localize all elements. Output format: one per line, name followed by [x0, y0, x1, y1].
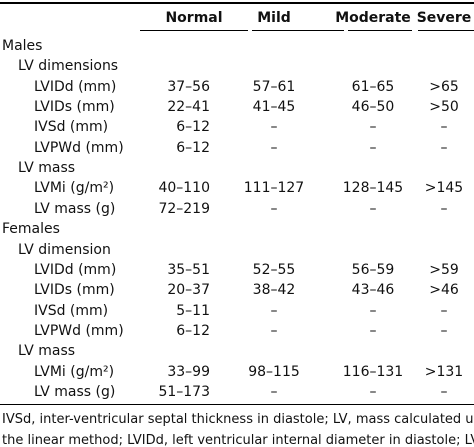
section-title: Females — [2, 221, 60, 238]
column-header: Normal — [165, 10, 223, 26]
cell: 72–219 — [158, 200, 210, 217]
cell: 56–59 — [351, 261, 395, 278]
cell: 37–56 — [167, 78, 210, 95]
cell: >145 — [424, 180, 464, 197]
column-header: Mild — [257, 10, 291, 26]
row-label: LVIDd (mm) — [34, 261, 117, 278]
bottom-rule — [0, 404, 474, 405]
section-title: Males — [2, 38, 43, 54]
row-label: LVPWd (mm) — [34, 139, 124, 156]
cell: – — [440, 139, 448, 156]
cell: – — [270, 322, 278, 339]
cell: – — [369, 139, 377, 156]
cell: – — [270, 119, 278, 136]
row-label: LV mass (g) — [34, 200, 116, 217]
row-label: LVMi (g/m²) — [34, 363, 115, 380]
group-title: LV dimension — [18, 241, 111, 258]
row-label: LVIDs (mm) — [34, 99, 115, 116]
cell: 43–46 — [351, 282, 395, 299]
cell: 57–61 — [252, 78, 296, 95]
cell: 98–115 — [248, 363, 300, 380]
cell: – — [369, 119, 377, 136]
top-rule — [0, 2, 474, 4]
cell: 116–131 — [342, 363, 404, 380]
row-label: IVSd (mm) — [34, 302, 109, 319]
cell: – — [369, 302, 377, 319]
header-underline — [140, 30, 248, 31]
cell: – — [440, 200, 448, 217]
row-label: LVMi (g/m²) — [34, 180, 115, 197]
header-underline — [418, 30, 474, 31]
column-header: Moderate — [335, 10, 411, 26]
cell: – — [270, 302, 278, 319]
cell: 35–51 — [167, 261, 210, 278]
cell: – — [440, 383, 448, 400]
row-label: IVSd (mm) — [34, 119, 109, 136]
cell: – — [369, 200, 377, 217]
cell: – — [369, 383, 377, 400]
cell: >59 — [429, 261, 459, 278]
footnote: the linear method; LVIDd, left ventricul… — [2, 433, 474, 447]
cell: 61–65 — [351, 78, 395, 95]
cell: >131 — [424, 363, 464, 380]
cell: 20–37 — [167, 282, 210, 299]
cell: >65 — [429, 78, 459, 95]
cell: 52–55 — [252, 261, 296, 278]
row-label: LV mass (g) — [34, 383, 116, 400]
row-label: LVPWd (mm) — [34, 322, 124, 339]
cell: – — [440, 119, 448, 136]
cell: 46–50 — [351, 99, 395, 116]
header-underline — [348, 30, 412, 31]
cell: – — [270, 200, 278, 217]
cell: 38–42 — [252, 282, 296, 299]
cell: – — [440, 322, 448, 339]
group-title: LV mass — [18, 343, 76, 360]
cell: 41–45 — [252, 99, 296, 116]
cell: 40–110 — [158, 180, 210, 197]
header-underline — [252, 30, 344, 31]
cell: >46 — [429, 282, 459, 299]
cell: 5–11 — [176, 302, 210, 319]
cell: 33–99 — [167, 363, 210, 380]
cell: – — [270, 139, 278, 156]
cell: 111–127 — [243, 180, 305, 197]
cell: 6–12 — [176, 119, 210, 136]
cell: 6–12 — [176, 322, 210, 339]
cell: 51–173 — [158, 383, 210, 400]
footnote: IVSd, inter-ventricular septal thickness… — [2, 412, 474, 427]
cell: – — [270, 383, 278, 400]
cell: 22–41 — [167, 99, 210, 116]
column-header: Severe — [416, 10, 472, 26]
cell: 6–12 — [176, 139, 210, 156]
row-label: LVIDd (mm) — [34, 78, 117, 95]
cell: – — [440, 302, 448, 319]
cell: 128–145 — [342, 180, 404, 197]
group-title: LV dimensions — [18, 58, 119, 75]
row-label: LVIDs (mm) — [34, 282, 115, 299]
group-title: LV mass — [18, 160, 76, 177]
cell: – — [369, 322, 377, 339]
cell: >50 — [429, 99, 459, 116]
